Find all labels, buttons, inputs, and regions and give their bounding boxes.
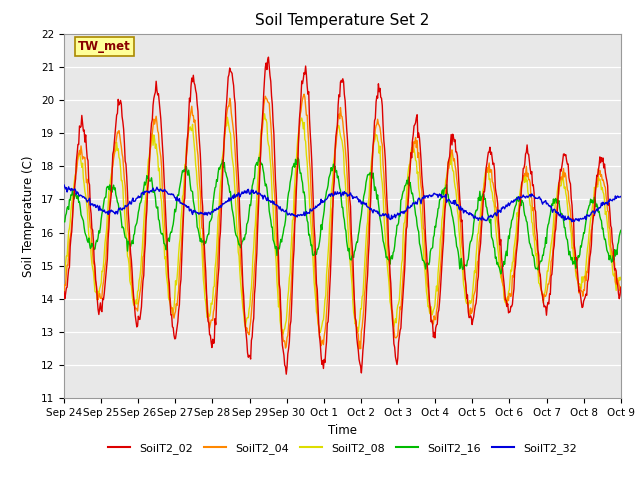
SoilT2_32	[568, 219, 576, 225]
SoilT2_02	[264, 54, 272, 60]
SoilT2_32	[70, 187, 78, 192]
Y-axis label: Soil Temperature (C): Soil Temperature (C)	[22, 155, 35, 277]
SoilT2_04	[355, 346, 363, 352]
SoilT2_16	[184, 172, 192, 178]
SoilT2_08	[184, 133, 192, 139]
SoilT2_08	[412, 158, 419, 164]
Line: SoilT2_16: SoilT2_16	[64, 157, 621, 274]
SoilT2_16	[127, 240, 135, 246]
SoilT2_02	[184, 131, 192, 136]
X-axis label: Time: Time	[328, 424, 357, 437]
SoilT2_04	[127, 276, 135, 282]
SoilT2_32	[184, 204, 192, 210]
Legend: SoilT2_02, SoilT2_04, SoilT2_08, SoilT2_16, SoilT2_32: SoilT2_02, SoilT2_04, SoilT2_08, SoilT2_…	[104, 439, 581, 458]
SoilT2_04	[70, 192, 78, 198]
SoilT2_04	[214, 261, 221, 267]
SoilT2_02	[70, 193, 78, 199]
SoilT2_04	[617, 284, 625, 289]
SoilT2_02	[127, 257, 135, 263]
SoilT2_16	[255, 155, 263, 160]
SoilT2_08	[279, 331, 287, 337]
SoilT2_16	[70, 196, 78, 202]
SoilT2_16	[60, 219, 68, 225]
Line: SoilT2_02: SoilT2_02	[64, 57, 621, 374]
SoilT2_04	[300, 91, 308, 97]
SoilT2_04	[60, 289, 68, 295]
SoilT2_08	[60, 281, 68, 287]
SoilT2_32	[410, 201, 418, 206]
Line: SoilT2_08: SoilT2_08	[64, 114, 621, 334]
SoilT2_32	[127, 201, 135, 207]
Text: TW_met: TW_met	[78, 40, 131, 53]
SoilT2_02	[60, 289, 68, 295]
Line: SoilT2_04: SoilT2_04	[64, 94, 621, 349]
SoilT2_16	[411, 205, 419, 211]
SoilT2_32	[426, 192, 434, 198]
SoilT2_16	[214, 179, 221, 184]
SoilT2_08	[214, 232, 221, 238]
SoilT2_02	[282, 372, 290, 377]
SoilT2_16	[428, 246, 435, 252]
SoilT2_04	[428, 317, 436, 323]
SoilT2_02	[412, 120, 419, 126]
SoilT2_08	[127, 283, 135, 288]
SoilT2_02	[428, 318, 436, 324]
Line: SoilT2_32: SoilT2_32	[64, 185, 621, 222]
SoilT2_02	[617, 285, 625, 290]
SoilT2_04	[184, 137, 192, 143]
SoilT2_32	[60, 182, 68, 188]
SoilT2_32	[214, 206, 221, 212]
SoilT2_08	[617, 275, 625, 280]
SoilT2_16	[617, 228, 625, 233]
SoilT2_02	[214, 285, 221, 291]
Title: Soil Temperature Set 2: Soil Temperature Set 2	[255, 13, 429, 28]
SoilT2_32	[617, 193, 625, 199]
SoilT2_08	[70, 182, 78, 188]
SoilT2_04	[412, 134, 419, 140]
SoilT2_08	[428, 312, 436, 318]
SoilT2_16	[497, 271, 504, 277]
SoilT2_08	[260, 111, 268, 117]
